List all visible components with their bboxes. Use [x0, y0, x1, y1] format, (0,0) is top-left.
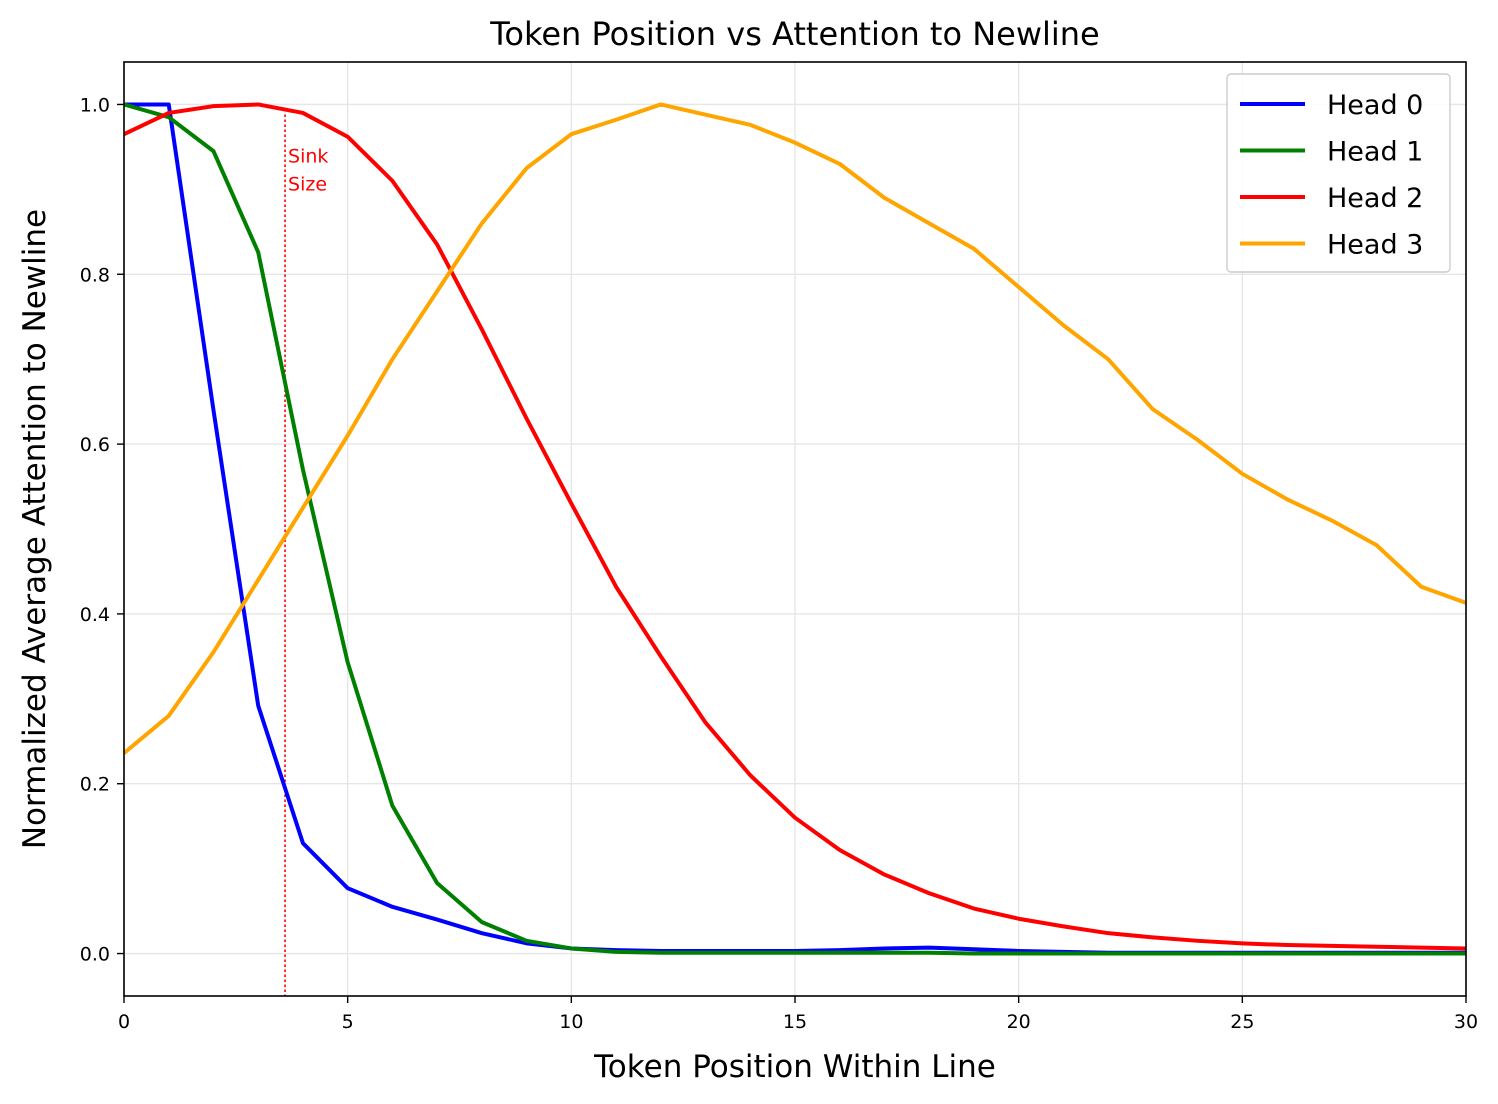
legend-label-head-2: Head 2	[1327, 183, 1423, 214]
legend-label-head-1: Head 1	[1327, 137, 1423, 168]
x-tick-label: 20	[1007, 1011, 1031, 1033]
y-tick-label: 0.6	[80, 434, 110, 456]
sink-size-annotation: Sink Size	[284, 114, 328, 996]
chart-title: Token Position vs Attention to Newline	[489, 15, 1099, 53]
legend-label-head-3: Head 3	[1327, 230, 1423, 261]
y-axis-label: Normalized Average Attention to Newline	[17, 209, 53, 849]
x-tick-label: 30	[1454, 1011, 1478, 1033]
axis-ticks: 0 5 10 15 20 25 30 0.0 0.2 0.4 0.6 0.8 1.0	[80, 94, 1478, 1033]
x-tick-label: 25	[1230, 1011, 1254, 1033]
series-line-head-3	[122, 102, 1467, 755]
x-tick-label: 0	[118, 1011, 130, 1033]
sink-size-label-line1: Sink	[288, 145, 328, 167]
y-tick-label: 0.0	[80, 944, 110, 966]
legend-box	[1226, 73, 1451, 273]
series-line-head-2	[123, 102, 1467, 951]
y-tick-label: 0.8	[80, 264, 110, 286]
x-tick-label: 5	[342, 1011, 354, 1033]
y-tick-label: 1.0	[80, 94, 110, 116]
legend-label-head-0: Head 0	[1327, 90, 1423, 121]
series-lines	[122, 102, 1467, 956]
y-tick-label: 0.4	[80, 604, 110, 626]
sink-size-label-line2: Size	[288, 173, 327, 195]
x-axis-label: Token Position Within Line	[593, 1049, 996, 1085]
x-tick-label: 10	[559, 1011, 583, 1033]
grid-lines	[123, 62, 1467, 996]
legend: Head 0 Head 1 Head 2 Head 3	[1226, 73, 1451, 273]
x-tick-label: 15	[783, 1011, 807, 1033]
y-tick-label: 0.2	[80, 774, 110, 796]
series-line-head-1	[123, 102, 1466, 956]
